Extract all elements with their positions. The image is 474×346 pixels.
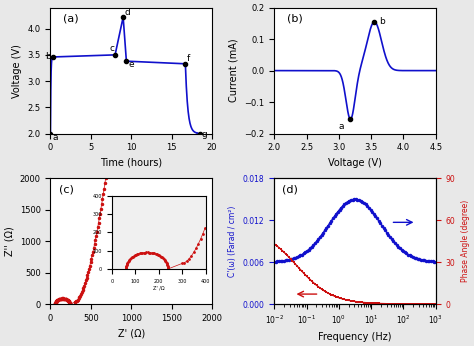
X-axis label: Frequency (Hz): Frequency (Hz) — [318, 332, 392, 342]
Y-axis label: Phase Angle (degree): Phase Angle (degree) — [461, 200, 470, 282]
Text: (b): (b) — [287, 14, 303, 24]
Text: d: d — [124, 8, 130, 17]
Text: (d): (d) — [283, 184, 298, 194]
Y-axis label: Current (mA): Current (mA) — [229, 39, 239, 102]
Y-axis label: C'(ω) (Farad / cm²): C'(ω) (Farad / cm²) — [228, 206, 237, 277]
X-axis label: Voltage (V): Voltage (V) — [328, 158, 382, 168]
Text: g: g — [201, 130, 207, 139]
Y-axis label: Voltage (V): Voltage (V) — [12, 44, 22, 98]
X-axis label: Z' (Ω): Z' (Ω) — [118, 328, 145, 338]
Text: b: b — [45, 52, 51, 61]
X-axis label: Time (hours): Time (hours) — [100, 158, 162, 168]
Text: (a): (a) — [64, 14, 79, 24]
Text: a: a — [339, 122, 344, 131]
Text: a: a — [52, 133, 57, 142]
Text: e: e — [128, 61, 134, 70]
Text: c: c — [109, 44, 114, 53]
Text: f: f — [187, 54, 190, 63]
Text: (c): (c) — [58, 184, 73, 194]
Y-axis label: Z'' (Ω): Z'' (Ω) — [4, 226, 14, 256]
Text: b: b — [379, 17, 385, 26]
